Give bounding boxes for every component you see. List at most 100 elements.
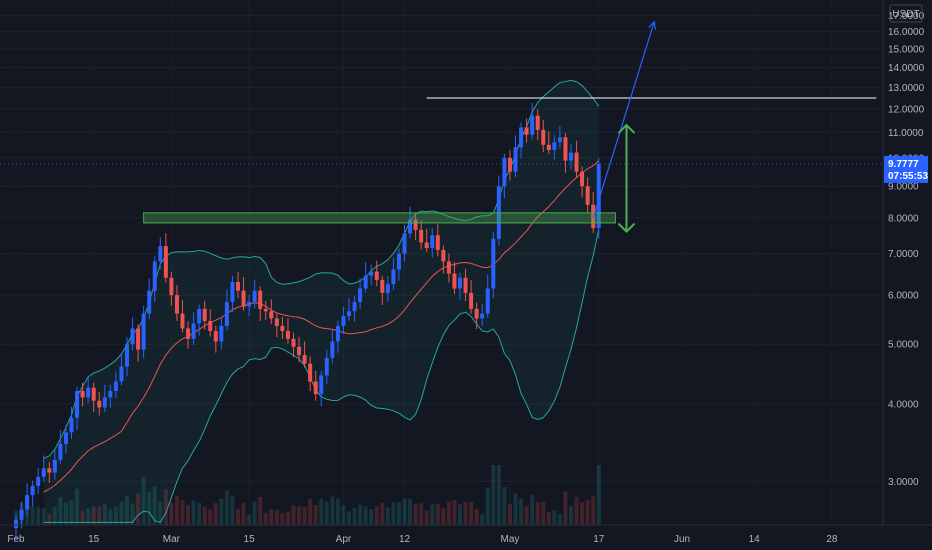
time-tick-label: 28 (826, 534, 838, 545)
candle-body (302, 355, 307, 364)
candle-body (30, 485, 35, 496)
volume-bar (297, 506, 302, 525)
candle-body (424, 242, 429, 249)
candle-body (202, 308, 207, 321)
volume-bar (485, 487, 490, 525)
volume-bar (208, 509, 213, 525)
price-tick-label: 7.0000 (888, 249, 919, 260)
candle-body (108, 390, 113, 398)
time-tick-label: Feb (7, 534, 25, 545)
price-tick-label: 3.0000 (888, 477, 919, 488)
time-tick-label: 15 (88, 534, 100, 545)
candle-body (86, 387, 91, 398)
volume-bar (80, 510, 85, 525)
volume-bar (202, 506, 207, 525)
volume-bar (524, 506, 529, 525)
volume-bar (596, 465, 601, 525)
range-arrow-head-top (617, 123, 636, 134)
volume-bar (452, 500, 457, 525)
candle-body (280, 325, 285, 332)
time-tick-label: 15 (244, 534, 256, 545)
volume-bar (230, 496, 235, 525)
volume-bar (396, 502, 401, 525)
volume-bar (75, 488, 80, 525)
candle-body (291, 338, 296, 347)
volume-bar (330, 496, 335, 525)
candle-body (14, 519, 18, 528)
volume-bar (152, 486, 157, 525)
candle-body (91, 387, 96, 401)
volume-bar (347, 511, 351, 525)
volume-bar (369, 508, 374, 525)
candle-body (513, 147, 518, 172)
price-tick-label: 11.0000 (888, 128, 924, 139)
candle-body (308, 363, 313, 382)
price-tick-label: 16.0000 (888, 27, 925, 38)
volume-bar (130, 503, 135, 525)
candle-body (347, 311, 351, 317)
candle-body (136, 328, 141, 350)
volume-bar (491, 465, 496, 525)
volume-bar (435, 504, 440, 525)
candle-body (285, 331, 290, 339)
volume-bar (469, 501, 474, 525)
candle-body (297, 346, 302, 356)
price-tick-label: 5.0000 (888, 340, 919, 351)
candle-body (463, 277, 468, 293)
volume-bar (352, 507, 357, 525)
candle-body (396, 253, 401, 270)
time-tick-label: 17 (593, 534, 605, 545)
volume-bar (236, 508, 240, 525)
volume-bar (58, 497, 63, 525)
price-tick-label: 14.0000 (888, 63, 925, 74)
volume-bar (52, 506, 57, 525)
candle-body (341, 316, 346, 326)
time-axis[interactable]: Feb 15 Mar 15 Apr 12 May 17 Jun 14 28 (0, 524, 932, 545)
volume-bar (125, 495, 129, 525)
candle-body (197, 308, 202, 324)
volume-bar (186, 505, 191, 525)
volume-bar (158, 501, 163, 525)
price-tick-label: 6.0000 (888, 291, 919, 302)
candle-body (413, 219, 418, 230)
candle-body (263, 308, 268, 312)
volume-bar (335, 498, 340, 525)
candle-body (502, 157, 507, 187)
candle-body (385, 284, 390, 293)
volume-bar (380, 502, 385, 525)
candle-body (230, 282, 235, 302)
price-tick-label: 17.0000 (888, 11, 925, 22)
volume-bar (391, 502, 396, 525)
volume-bar (408, 499, 413, 525)
price-tick-label: 9.0000 (888, 182, 919, 193)
volume-bar (430, 504, 435, 525)
volume-bar (302, 506, 307, 525)
candle-body (102, 397, 107, 408)
candle-body (147, 290, 152, 314)
candle-body (557, 137, 562, 143)
candle-body (408, 219, 413, 234)
volume-bar (147, 491, 152, 525)
candle-body (580, 171, 585, 187)
candle-body (530, 115, 535, 135)
candle-body (441, 249, 446, 262)
price-tick-label: 13.0000 (888, 83, 925, 94)
candle-body (524, 127, 529, 135)
volume-bar (224, 490, 229, 525)
volume-bar (419, 503, 424, 525)
volume-bar (313, 505, 318, 525)
volume-bar (69, 500, 74, 525)
volume-bar (358, 504, 363, 525)
candle-body (541, 129, 546, 145)
candle-body (47, 468, 52, 473)
volume-bar (136, 493, 141, 525)
candle-body (224, 301, 229, 326)
volume-bar (519, 499, 524, 525)
volume-bar (141, 476, 146, 525)
candle-body (335, 325, 340, 342)
volume-bar (402, 498, 407, 525)
candle-body (191, 323, 196, 339)
price-axis[interactable]: 17.0000 16.0000 15.0000 14.0000 13.0000 12.00… (882, 0, 928, 525)
volume-bar (374, 506, 379, 525)
